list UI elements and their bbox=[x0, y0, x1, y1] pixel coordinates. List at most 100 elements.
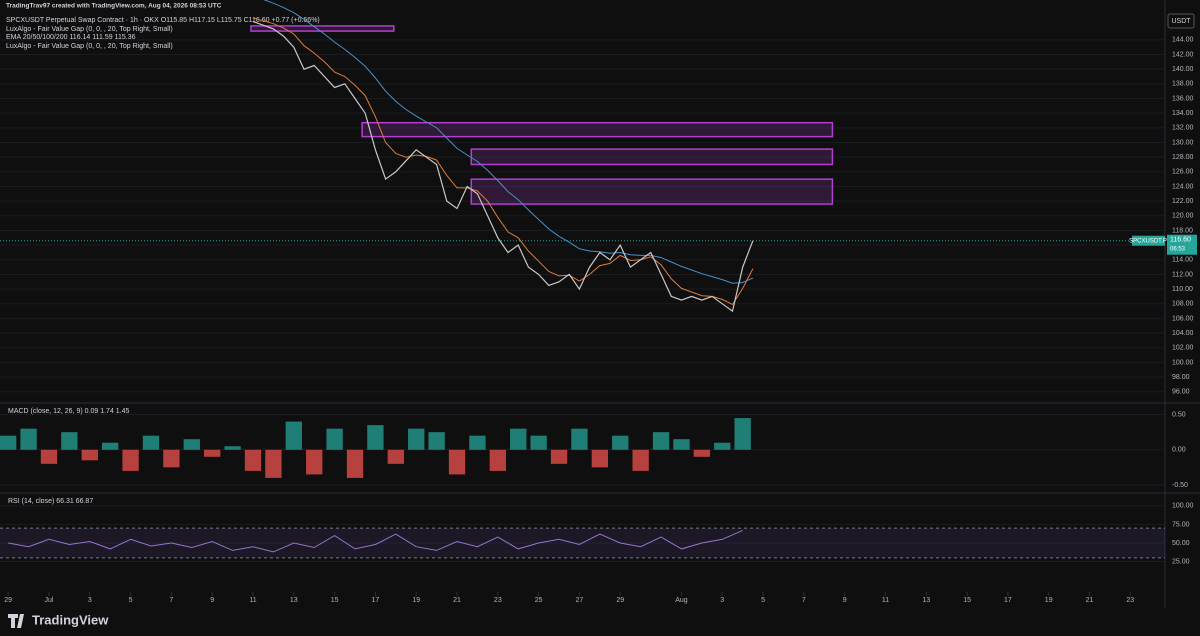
logo bbox=[8, 614, 24, 628]
y-tick-label: 96.00 bbox=[1172, 389, 1190, 396]
x-tick-label: 17 bbox=[1004, 597, 1012, 604]
x-tick-label: 19 bbox=[412, 597, 420, 604]
x-tick-label: 3 bbox=[88, 597, 92, 604]
y-tick-label: 104.00 bbox=[1172, 330, 1194, 337]
histogram-bar bbox=[734, 418, 751, 450]
price-tag-label: 116.60 bbox=[1170, 237, 1191, 244]
x-tick-label: 23 bbox=[494, 597, 502, 604]
x-tick-label: 11 bbox=[882, 597, 889, 604]
y-tick-label: 130.00 bbox=[1172, 139, 1194, 146]
fvg-zone bbox=[470, 148, 834, 166]
footer-bar bbox=[0, 608, 1200, 636]
x-tick-label: 21 bbox=[453, 597, 461, 604]
price-tag bbox=[1167, 234, 1197, 255]
x-tick-label: 7 bbox=[169, 597, 173, 604]
histogram-bar bbox=[550, 449, 568, 464]
y-tick-label: 132.00 bbox=[1172, 125, 1194, 132]
histogram-bar bbox=[163, 449, 180, 468]
currency[interactable]: USDT bbox=[1171, 18, 1191, 25]
histogram-bar bbox=[612, 435, 629, 450]
indicator-title: RSI (14, close) 66.31 66.87 bbox=[8, 498, 93, 505]
histogram-bar bbox=[244, 449, 262, 471]
y-tick-label: 25.00 bbox=[1172, 558, 1190, 565]
indicator-legend: EMA 20/50/100/200 116.14 111.59 115.36 bbox=[6, 34, 136, 41]
y-tick-label: 114.00 bbox=[1172, 257, 1193, 264]
x-tick-label: 21 bbox=[1086, 597, 1094, 604]
indicator-legend: LuxAlgo - Fair Value Gap (0, 0, , 20, To… bbox=[6, 26, 173, 33]
histogram-bar bbox=[306, 449, 323, 475]
histogram-bar bbox=[183, 439, 200, 450]
x-tick-label: 9 bbox=[210, 597, 214, 604]
x-tick-label: 11 bbox=[249, 597, 256, 604]
y-tick-label: 134.00 bbox=[1172, 110, 1194, 117]
histogram-bar bbox=[571, 428, 588, 450]
histogram-bar bbox=[428, 432, 445, 450]
histogram-bar bbox=[693, 449, 711, 457]
histogram-bar bbox=[20, 428, 37, 450]
x-tick-label: 3 bbox=[720, 597, 724, 604]
x-tick-label: 13 bbox=[290, 597, 298, 604]
y-tick-label: 122.00 bbox=[1172, 198, 1194, 205]
x-tick-label: 27 bbox=[576, 597, 584, 604]
y-tick-label: 144.00 bbox=[1172, 37, 1194, 44]
histogram-bar bbox=[102, 442, 119, 450]
histogram-bar bbox=[530, 435, 547, 450]
histogram-bar bbox=[408, 428, 425, 450]
y-tick-label: 100.00 bbox=[1172, 359, 1194, 366]
histogram-bar bbox=[387, 449, 404, 464]
x-tick-label: 9 bbox=[843, 597, 847, 604]
y-tick-label: 0.50 bbox=[1172, 411, 1186, 418]
y-tick-label: 98.00 bbox=[1172, 374, 1190, 381]
y-tick-label: 138.00 bbox=[1172, 81, 1194, 88]
histogram-bar bbox=[469, 435, 486, 450]
histogram-bar bbox=[61, 432, 78, 450]
histogram-bar bbox=[632, 449, 649, 471]
y-tick-label: 0.00 bbox=[1172, 447, 1186, 454]
histogram-bar bbox=[510, 428, 527, 450]
y-tick-label: 110.00 bbox=[1172, 286, 1193, 293]
indicator-title: MACD (close, 12, 26, 9) 0.09 1.74 1.45 bbox=[8, 408, 130, 415]
x-tick-label: 29 bbox=[4, 597, 12, 604]
x-tick-label: 19 bbox=[1045, 597, 1053, 604]
series-line bbox=[8, 529, 743, 553]
x-tick-label: 25 bbox=[535, 597, 543, 604]
indicator-legend: LuxAlgo - Fair Value Gap (0, 0, , 20, To… bbox=[6, 43, 173, 50]
x-tick-label: 5 bbox=[129, 597, 133, 604]
y-tick-label: 140.00 bbox=[1172, 66, 1194, 73]
fvg-zone bbox=[250, 25, 395, 32]
symbol-tag bbox=[1132, 235, 1165, 246]
histogram-bar bbox=[489, 449, 506, 471]
y-tick-label: 100.00 bbox=[1172, 503, 1194, 510]
x-tick-label: 13 bbox=[922, 597, 930, 604]
symbol-legend: SPCXUSDT Perpetual Swap Contract · 1h · … bbox=[6, 17, 320, 24]
histogram-bar bbox=[265, 449, 282, 478]
y-tick-label: 108.00 bbox=[1172, 301, 1194, 308]
y-tick-label: 50.00 bbox=[1172, 540, 1190, 547]
histogram-bar bbox=[591, 449, 609, 468]
x-tick-label: 29 bbox=[616, 597, 624, 604]
fvg-zone bbox=[470, 178, 834, 205]
series-line bbox=[263, 0, 754, 284]
x-tick-label: 15 bbox=[331, 597, 339, 604]
symbol-tag-label: SPCXUSDT.P bbox=[1129, 238, 1167, 244]
y-tick-label: 75.00 bbox=[1172, 521, 1190, 528]
y-tick-label: 128.00 bbox=[1172, 154, 1194, 161]
y-tick-label: 136.00 bbox=[1172, 95, 1194, 102]
histogram-bar bbox=[714, 442, 731, 450]
y-tick-label: 120.00 bbox=[1172, 213, 1194, 220]
histogram-bar bbox=[285, 421, 302, 450]
x-tick-label: 17 bbox=[372, 597, 380, 604]
histogram-bar bbox=[81, 449, 98, 461]
y-tick-label: 118.00 bbox=[1172, 227, 1193, 234]
x-tick-label: 15 bbox=[963, 597, 971, 604]
brand: TradingView bbox=[32, 612, 109, 627]
histogram-bar bbox=[652, 432, 670, 450]
currency-box[interactable] bbox=[1167, 13, 1195, 29]
countdown: 06:53 bbox=[1170, 246, 1186, 252]
histogram-bar bbox=[326, 428, 343, 450]
histogram-bar bbox=[40, 449, 58, 464]
y-tick-label: 126.00 bbox=[1172, 169, 1194, 176]
y-tick-label: 124.00 bbox=[1172, 183, 1194, 190]
